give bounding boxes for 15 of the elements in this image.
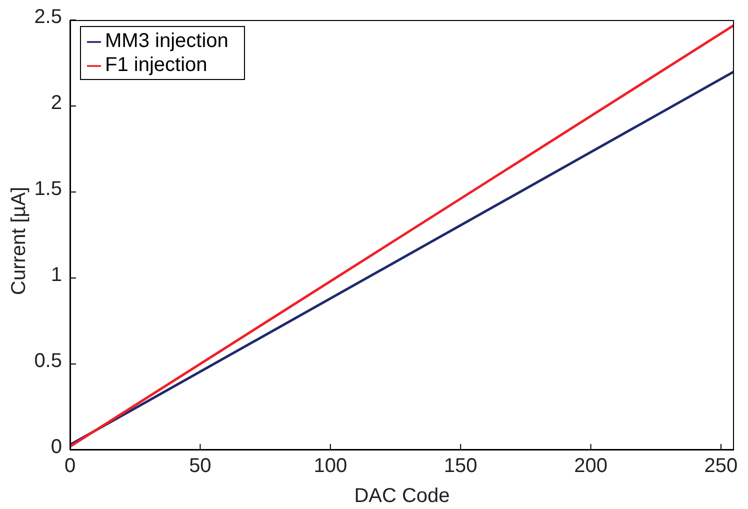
- x-tick-label: 200: [574, 455, 608, 478]
- y-tick-label: 2: [50, 92, 62, 114]
- x-tick-label: 50: [189, 455, 212, 478]
- y-axis-title: Current [µA]: [8, 186, 30, 295]
- x-tick-label: 150: [444, 455, 478, 478]
- y-tick-label: 1: [50, 264, 62, 286]
- legend-label: MM3 injection: [105, 30, 228, 52]
- y-tick-label: 0: [50, 436, 62, 458]
- y-tick-label: 0.5: [34, 350, 62, 372]
- x-axis-title: DAC Code: [354, 485, 450, 507]
- x-tick-label: 250: [704, 455, 738, 478]
- legend-label: F1 injection: [105, 54, 208, 76]
- y-tick-label: 1.5: [34, 178, 62, 200]
- x-tick-label: 100: [314, 455, 348, 478]
- y-tick-label: 2.5: [34, 6, 62, 28]
